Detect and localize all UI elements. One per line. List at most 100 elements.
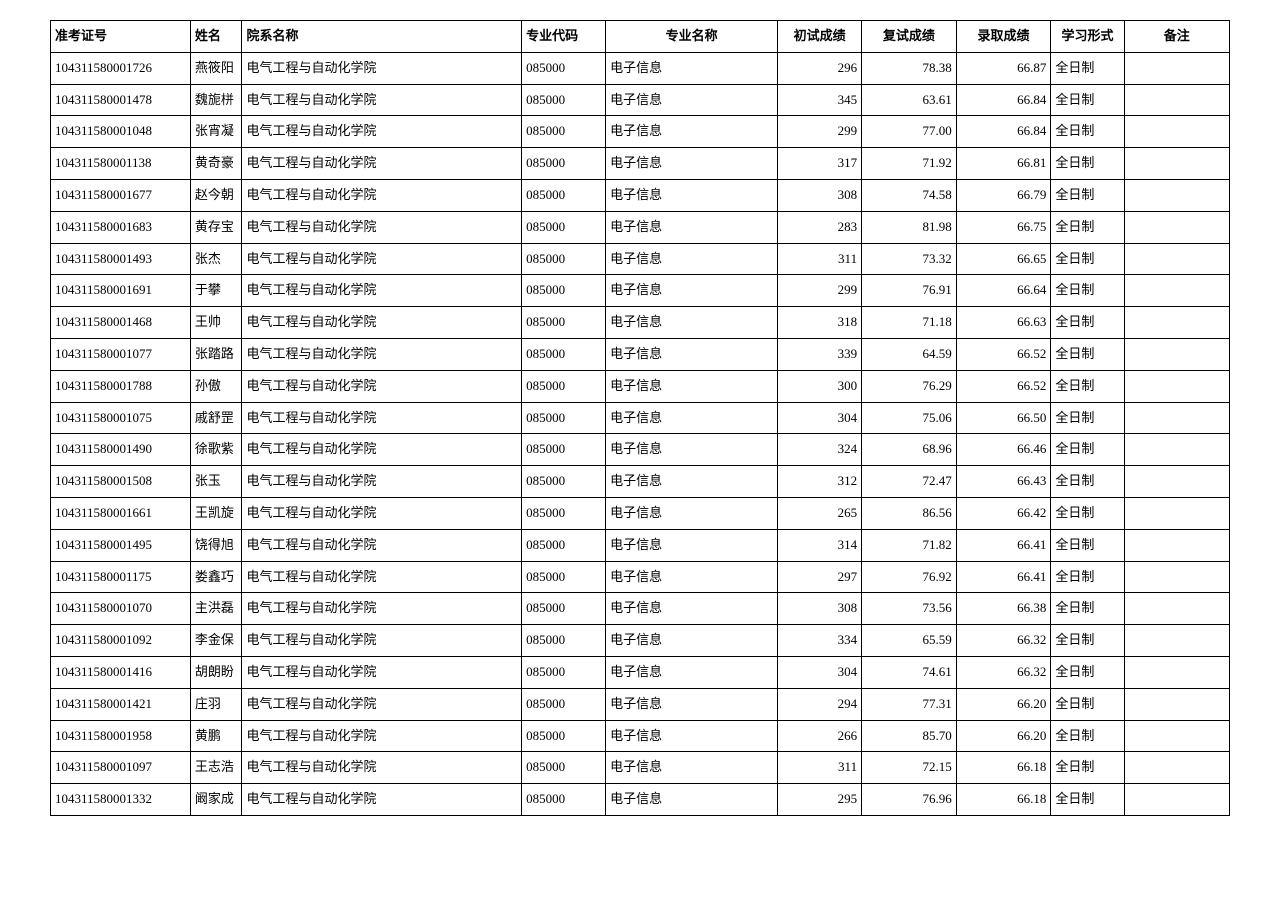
table-cell: 电气工程与自动化学院: [242, 720, 522, 752]
table-cell: 085000: [522, 752, 606, 784]
table-row: 104311580001677赵今朝电气工程与自动化学院085000电子信息30…: [51, 179, 1230, 211]
table-row: 104311580001070主洪磊电气工程与自动化学院085000电子信息30…: [51, 593, 1230, 625]
table-cell: 全日制: [1051, 148, 1124, 180]
table-cell: 电气工程与自动化学院: [242, 402, 522, 434]
table-cell: 于攀: [190, 275, 242, 307]
table-cell: [1124, 370, 1229, 402]
table-cell: 085000: [522, 593, 606, 625]
table-cell: 电子信息: [606, 529, 778, 561]
table-cell: 085000: [522, 656, 606, 688]
table-cell: 085000: [522, 243, 606, 275]
table-cell: 085000: [522, 275, 606, 307]
table-row: 104311580001683黄存宝电气工程与自动化学院085000电子信息28…: [51, 211, 1230, 243]
table-cell: 电子信息: [606, 593, 778, 625]
table-cell: 徐歌紫: [190, 434, 242, 466]
table-cell: 299: [778, 275, 862, 307]
table-cell: 334: [778, 625, 862, 657]
table-cell: 全日制: [1051, 656, 1124, 688]
table-cell: [1124, 434, 1229, 466]
table-cell: [1124, 148, 1229, 180]
table-cell: 电子信息: [606, 179, 778, 211]
table-header-row: 准考证号 姓名 院系名称 专业代码 专业名称 初试成绩 复试成绩 录取成绩 学习…: [51, 21, 1230, 53]
table-cell: 电子信息: [606, 434, 778, 466]
table-cell: 黄鹏: [190, 720, 242, 752]
table-cell: 318: [778, 307, 862, 339]
table-row: 104311580001958黄鹏电气工程与自动化学院085000电子信息266…: [51, 720, 1230, 752]
table-cell: 电子信息: [606, 625, 778, 657]
table-cell: 104311580001175: [51, 561, 191, 593]
table-cell: 085000: [522, 497, 606, 529]
table-cell: 全日制: [1051, 720, 1124, 752]
table-cell: [1124, 625, 1229, 657]
table-cell: 66.20: [956, 688, 1051, 720]
table-cell: 全日制: [1051, 116, 1124, 148]
table-cell: 66.84: [956, 116, 1051, 148]
table-cell: 66.64: [956, 275, 1051, 307]
table-cell: [1124, 529, 1229, 561]
table-cell: 085000: [522, 338, 606, 370]
table-cell: 主洪磊: [190, 593, 242, 625]
table-cell: 085000: [522, 211, 606, 243]
table-cell: 张杰: [190, 243, 242, 275]
table-cell: 304: [778, 402, 862, 434]
table-cell: 265: [778, 497, 862, 529]
table-cell: 76.92: [862, 561, 957, 593]
table-cell: 全日制: [1051, 434, 1124, 466]
table-cell: 66.41: [956, 561, 1051, 593]
table-cell: 电气工程与自动化学院: [242, 688, 522, 720]
table-cell: 燕筱阳: [190, 52, 242, 84]
table-cell: 全日制: [1051, 529, 1124, 561]
table-cell: 66.52: [956, 370, 1051, 402]
table-cell: 66.20: [956, 720, 1051, 752]
table-cell: 电气工程与自动化学院: [242, 784, 522, 816]
table-cell: 294: [778, 688, 862, 720]
table-cell: 66.65: [956, 243, 1051, 275]
table-cell: 王凯旋: [190, 497, 242, 529]
table-cell: 339: [778, 338, 862, 370]
table-row: 104311580001421庄羽电气工程与自动化学院085000电子信息294…: [51, 688, 1230, 720]
table-cell: 全日制: [1051, 593, 1124, 625]
table-row: 104311580001175娄鑫巧电气工程与自动化学院085000电子信息29…: [51, 561, 1230, 593]
table-cell: 085000: [522, 116, 606, 148]
table-cell: 孙傲: [190, 370, 242, 402]
table-cell: 295: [778, 784, 862, 816]
table-cell: 阚家成: [190, 784, 242, 816]
table-cell: 电气工程与自动化学院: [242, 434, 522, 466]
table-cell: 黄存宝: [190, 211, 242, 243]
table-cell: 电气工程与自动化学院: [242, 466, 522, 498]
table-cell: [1124, 752, 1229, 784]
table-row: 104311580001075戚舒罡电气工程与自动化学院085000电子信息30…: [51, 402, 1230, 434]
table-cell: [1124, 497, 1229, 529]
table-cell: 66.52: [956, 338, 1051, 370]
table-cell: 全日制: [1051, 179, 1124, 211]
table-body: 104311580001726燕筱阳电气工程与自动化学院085000电子信息29…: [51, 52, 1230, 815]
table-cell: 104311580001092: [51, 625, 191, 657]
table-cell: 104311580001508: [51, 466, 191, 498]
col-header-score3: 录取成绩: [956, 21, 1051, 53]
table-cell: 66.87: [956, 52, 1051, 84]
table-cell: 电子信息: [606, 720, 778, 752]
table-cell: 299: [778, 116, 862, 148]
table-cell: 104311580001332: [51, 784, 191, 816]
table-cell: 电气工程与自动化学院: [242, 148, 522, 180]
table-cell: 66.50: [956, 402, 1051, 434]
table-row: 104311580001332阚家成电气工程与自动化学院085000电子信息29…: [51, 784, 1230, 816]
table-cell: 311: [778, 243, 862, 275]
table-cell: [1124, 179, 1229, 211]
table-row: 104311580001493张杰电气工程与自动化学院085000电子信息311…: [51, 243, 1230, 275]
table-cell: 296: [778, 52, 862, 84]
table-cell: 104311580001077: [51, 338, 191, 370]
table-cell: 104311580001683: [51, 211, 191, 243]
table-cell: 电气工程与自动化学院: [242, 529, 522, 561]
table-cell: 戚舒罡: [190, 402, 242, 434]
table-cell: [1124, 338, 1229, 370]
table-cell: 电气工程与自动化学院: [242, 179, 522, 211]
table-cell: 63.61: [862, 84, 957, 116]
table-cell: 66.43: [956, 466, 1051, 498]
table-cell: 电气工程与自动化学院: [242, 52, 522, 84]
table-cell: 电子信息: [606, 688, 778, 720]
table-cell: 75.06: [862, 402, 957, 434]
table-row: 104311580001468王帅电气工程与自动化学院085000电子信息318…: [51, 307, 1230, 339]
table-cell: 104311580001048: [51, 116, 191, 148]
table-cell: 电子信息: [606, 466, 778, 498]
